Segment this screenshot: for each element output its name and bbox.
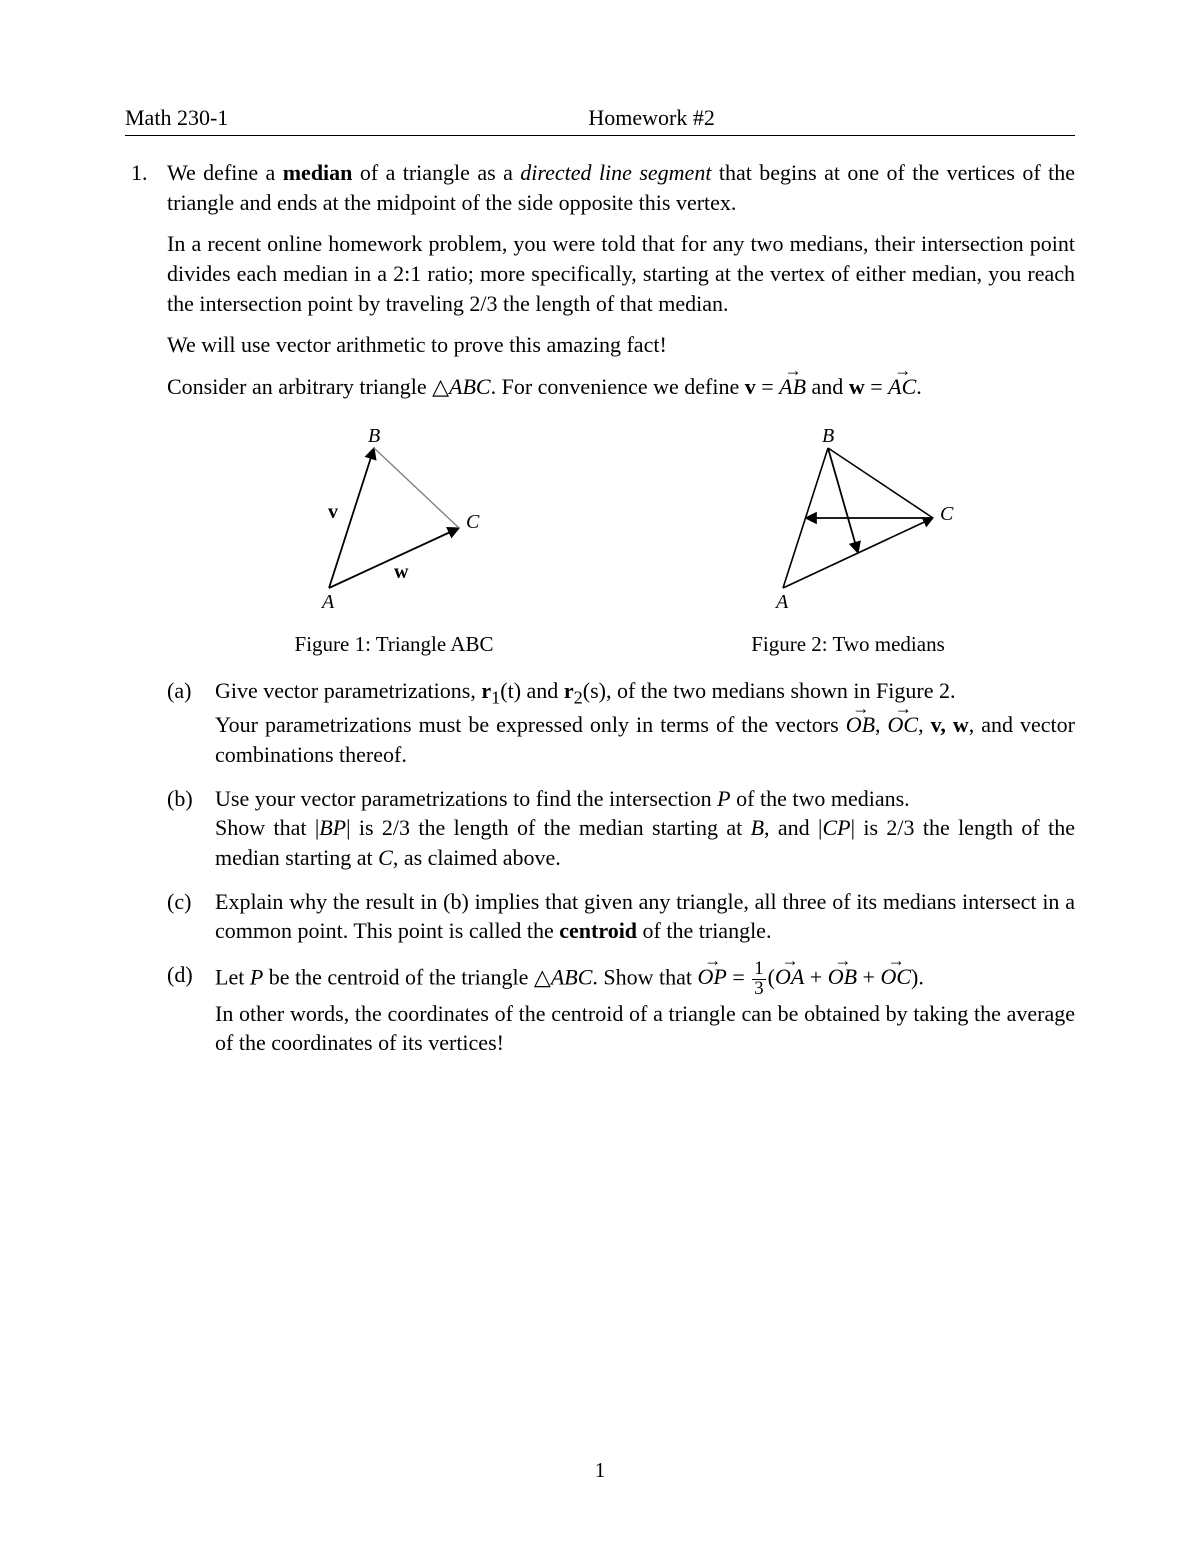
figure-2-caption: Figure 2: Two medians — [751, 630, 945, 658]
math-r2: r — [564, 678, 574, 703]
math-p: P — [717, 786, 730, 811]
figure-1: A B C v w Figure 1: Triangle ABC — [284, 428, 504, 658]
text: , as claimed above. — [393, 845, 561, 870]
math-vw: v, w — [931, 712, 969, 737]
sub-b: (b) Use your vector parametrizations to … — [215, 784, 1075, 873]
vec-oc: OC — [888, 710, 919, 740]
problem-para-1: 1. We define a median of a triangle as a… — [167, 158, 1075, 217]
vec-ab: AB — [779, 372, 806, 402]
problem-1: 1. We define a median of a triangle as a… — [125, 158, 1075, 1058]
vec-op-label: OP — [698, 964, 727, 989]
vec-oa-label: OA — [775, 964, 804, 989]
vec-ob2-label: OB — [828, 964, 857, 989]
fig1-label-v: v — [328, 501, 338, 523]
vec-oc2: OC — [880, 962, 911, 992]
fig1-label-c: C — [466, 511, 480, 533]
frac-den: 3 — [752, 980, 765, 999]
plus2: + — [857, 964, 880, 989]
sub-c-label: (c) — [167, 887, 191, 917]
math-r1-sub: 1 — [491, 688, 500, 708]
text: of a triangle as a — [352, 160, 520, 185]
sub-a-label: (a) — [167, 676, 191, 706]
figure-2: A B C Figure 2: Two medians — [738, 428, 958, 658]
sub-d: (d) Let P be the centroid of the triangl… — [215, 960, 1075, 1058]
text: and — [806, 374, 849, 399]
lparen: ( — [768, 964, 775, 989]
math-bp: BP — [319, 815, 346, 840]
header-course: Math 230-1 — [125, 105, 228, 131]
text: Give vector parametrizations, — [215, 678, 481, 703]
problem-para-4: Consider an arbitrary triangle △ABC. For… — [167, 372, 1075, 402]
math-b: B — [751, 815, 764, 840]
math-r2-arg: (s) — [583, 678, 606, 703]
figure-1-svg: A B C v w — [284, 428, 504, 618]
frac-num: 1 — [752, 960, 765, 980]
fig1-label-b: B — [368, 428, 380, 447]
page-header: Math 230-1 Homework #2 — [125, 105, 1075, 136]
problem-number: 1. — [131, 158, 148, 188]
fig1-label-a: A — [320, 591, 335, 613]
math-p2: P — [250, 964, 263, 989]
math-cp: CP — [822, 815, 850, 840]
text: of the triangle. — [637, 918, 771, 943]
vec-oa: OA — [775, 962, 804, 992]
vec-ob: OB — [846, 710, 875, 740]
tri-abc: ABC — [449, 374, 491, 399]
frac-one-third: 13 — [752, 960, 765, 998]
fig2-label-a: A — [774, 591, 789, 613]
text: Your parametrizations must be expressed … — [215, 712, 846, 737]
vector-v: v — [745, 374, 756, 399]
vector-w: w — [849, 374, 865, 399]
fig2-label-c: C — [940, 503, 954, 525]
rparen: ). — [911, 964, 924, 989]
math-r1-arg: (t) — [500, 678, 521, 703]
math-r2-sub: 2 — [574, 688, 583, 708]
bold-median: median — [283, 160, 353, 185]
vec-op: OP — [698, 962, 727, 992]
figure-2-svg: A B C — [738, 428, 958, 618]
sub-a: (a) Give vector parametrizations, r1(t) … — [215, 676, 1075, 770]
vec-ac-label: AC — [888, 374, 916, 399]
text: | is 2/3 the length of the median starti… — [346, 815, 750, 840]
text: Let — [215, 964, 250, 989]
text: Consider an arbitrary triangle △ — [167, 374, 449, 399]
tri-abc2: ABC — [551, 964, 593, 989]
text: , and | — [764, 815, 822, 840]
vec-oc-label: OC — [888, 712, 919, 737]
vec-ab-label: AB — [779, 374, 806, 399]
text: . For convenience we define — [491, 374, 745, 399]
text: In other words, the coordinates of the c… — [215, 1001, 1075, 1056]
text: We define a — [167, 160, 283, 185]
sub-c: (c) Explain why the result in (b) implie… — [215, 887, 1075, 946]
vec-ob-label: OB — [846, 712, 875, 737]
figure-1-caption: Figure 1: Triangle ABC — [295, 630, 494, 658]
figures-row: A B C v w Figure 1: Triangle ABC — [167, 428, 1075, 658]
eq: = — [727, 964, 750, 989]
vec-ob2: OB — [828, 962, 857, 992]
fig1-label-w: w — [394, 561, 409, 583]
header-assignment: Homework #2 — [228, 105, 1075, 131]
plus1: + — [804, 964, 827, 989]
problem-para-2: In a recent online homework problem, you… — [167, 229, 1075, 318]
vec-ac: AC — [888, 372, 916, 402]
text: and — [521, 678, 564, 703]
math-c: C — [378, 845, 393, 870]
page-number: 1 — [0, 1458, 1200, 1483]
text: . Show that — [592, 964, 697, 989]
text: of the two medians. — [731, 786, 910, 811]
bold-centroid: centroid — [559, 918, 637, 943]
text: Show that | — [215, 815, 319, 840]
vec-oc2-label: OC — [880, 964, 911, 989]
italic-directed: directed line segment — [520, 160, 711, 185]
text: Use your vector parametrizations to find… — [215, 786, 717, 811]
math-r1: r — [481, 678, 491, 703]
text: be the centroid of the triangle △ — [263, 964, 551, 989]
problem-para-3: We will use vector arithmetic to prove t… — [167, 330, 1075, 360]
sub-b-label: (b) — [167, 784, 193, 814]
sub-items: (a) Give vector parametrizations, r1(t) … — [167, 676, 1075, 1058]
text: . — [916, 374, 922, 399]
page: Math 230-1 Homework #2 1. We define a me… — [0, 0, 1200, 1553]
sub-d-label: (d) — [167, 960, 193, 990]
fig2-label-b: B — [822, 428, 834, 447]
